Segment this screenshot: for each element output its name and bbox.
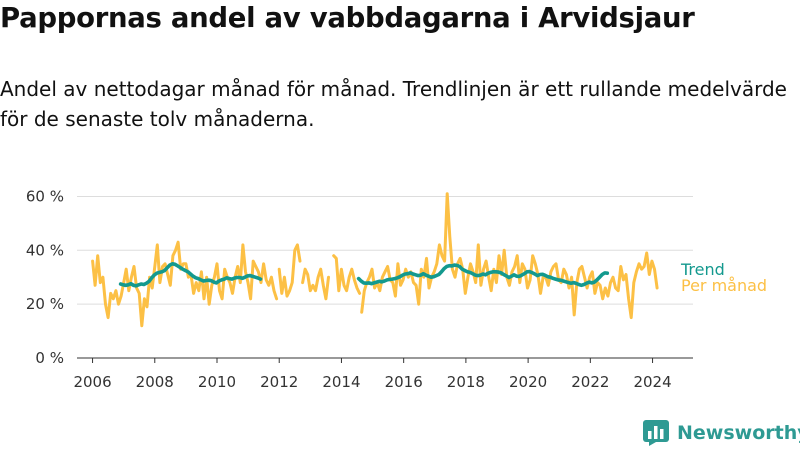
x-tick-label: 2018 (447, 373, 485, 391)
series-line-monthly (301, 267, 330, 301)
legend-label-trend: Trend (680, 260, 725, 279)
chart-title: Pappornas andel av vabbdagarna i Arvidsj… (0, 2, 695, 34)
series-line-monthly (277, 243, 302, 298)
series-line-monthly (332, 254, 362, 295)
x-tick-label: 2012 (260, 373, 298, 391)
brand-name: Newsworthy (677, 422, 800, 444)
y-tick-label: 0 % (35, 349, 64, 367)
y-axis: 0 % 20 % 40 % 60 % (26, 187, 64, 367)
x-tick-label: 2010 (198, 373, 236, 391)
x-tick-label: 2016 (385, 373, 423, 391)
x-tick-label: 2022 (571, 373, 609, 391)
series-line-trend (118, 261, 263, 288)
y-tick-label: 60 % (26, 187, 64, 205)
chart-series (91, 192, 659, 328)
legend-label-monthly: Per månad (681, 276, 767, 295)
series-line-trend (356, 263, 610, 288)
x-tick-label: 2008 (136, 373, 174, 391)
chart-subtitle: Andel av nettodagar månad för månad. Tre… (0, 77, 787, 131)
x-tick-label: 2014 (322, 373, 360, 391)
brand-logo: Newsworthy (643, 420, 800, 446)
x-axis: 2006 2008 2010 2012 2014 2016 2018 2020 2022 2024 (73, 358, 672, 391)
y-tick-label: 40 % (26, 241, 64, 259)
bar-chart-icon (643, 420, 669, 446)
x-tick-label: 2020 (509, 373, 547, 391)
x-tick-label: 2024 (633, 373, 671, 391)
series-line-monthly (360, 192, 659, 320)
x-tick-label: 2006 (73, 373, 111, 391)
y-tick-label: 20 % (26, 295, 64, 313)
